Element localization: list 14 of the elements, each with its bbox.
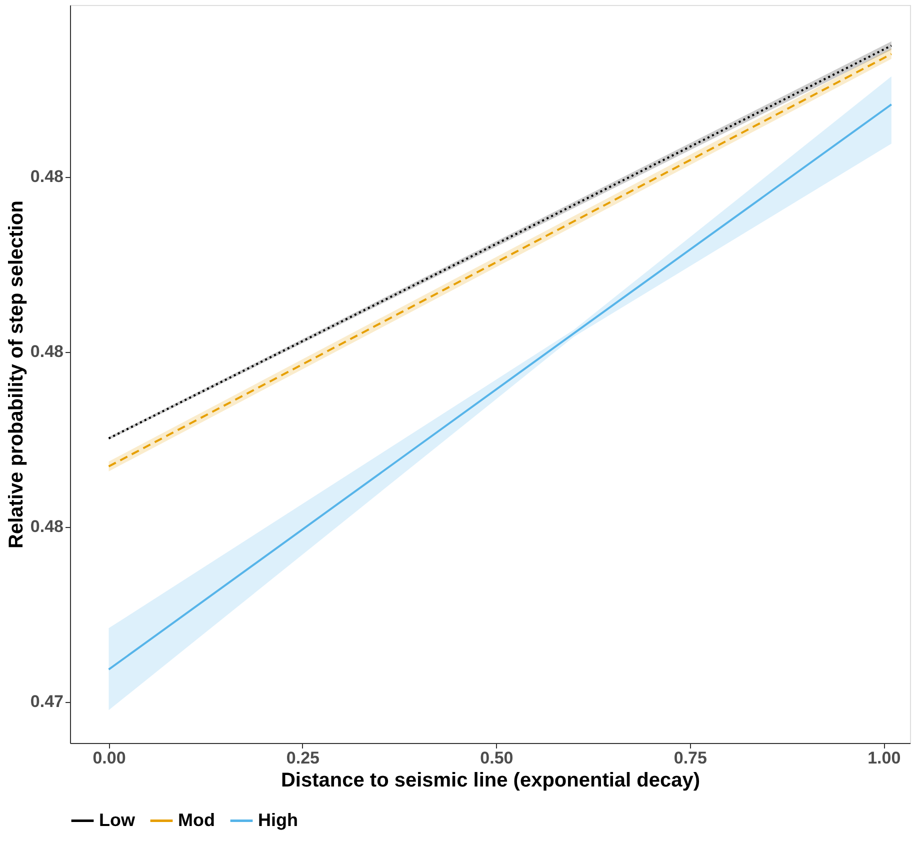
y-tick-label: 0.48 (30, 167, 64, 186)
x-tick-label: 0.25 (286, 748, 320, 768)
x-tick-label: 1.00 (868, 748, 901, 768)
x-tick-label: 0.00 (92, 748, 126, 768)
y-tick-label: 0.48 (30, 342, 64, 362)
legend-label: Low (99, 810, 136, 830)
legend-label: Mod (178, 810, 215, 830)
legend-label: High (258, 810, 298, 830)
x-tick-label: 0.75 (674, 748, 707, 768)
x-axis-title: Distance to seismic line (exponential decay) (280, 770, 700, 792)
y-axis-title: Relative probability of step selection (5, 200, 28, 548)
y-tick-label: 0.47 (30, 692, 64, 712)
y-tick-label: 0.48 (30, 517, 64, 536)
x-tick-label: 0.50 (480, 748, 514, 768)
